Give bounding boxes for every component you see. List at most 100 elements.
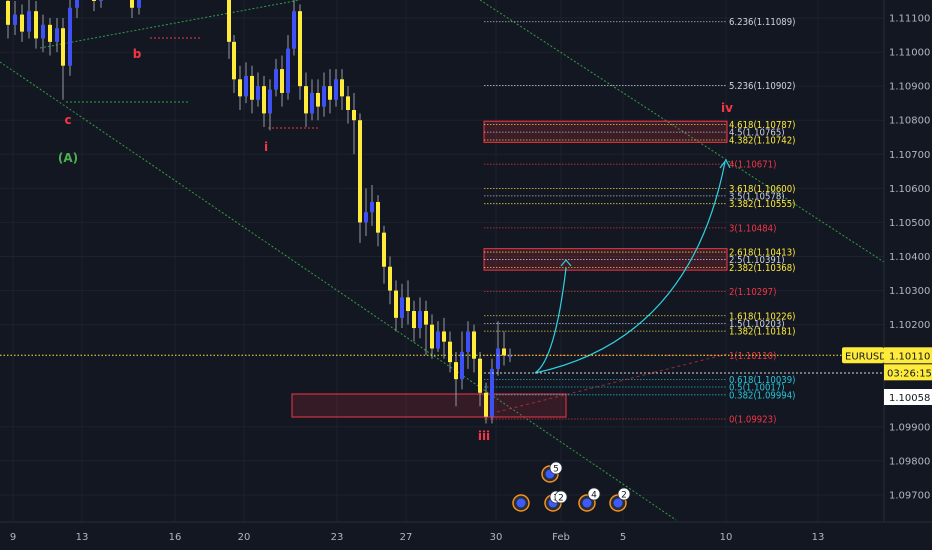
event-flag-inner xyxy=(613,498,623,508)
event-count-text: 4 xyxy=(591,491,597,501)
event-count-badge[interactable] xyxy=(587,487,601,501)
fib-label: 5.236(1.10902) xyxy=(729,81,795,92)
candle-bearish xyxy=(412,311,416,329)
time-tick-label: 10 xyxy=(720,532,733,543)
price-tick-label: 1.10500 xyxy=(889,218,930,229)
candle-bearish xyxy=(454,362,458,380)
candle-bearish xyxy=(448,341,452,363)
time-tick-label: 13 xyxy=(76,532,89,543)
trend-line-lower xyxy=(0,61,677,521)
candle-bullish xyxy=(322,86,326,107)
event-count-text: 2 xyxy=(621,491,627,501)
candle-bearish xyxy=(394,290,398,318)
price-tick-label: 1.11000 xyxy=(889,48,930,59)
fib-label: 3.618(1.10600) xyxy=(729,184,795,195)
candle-bullish xyxy=(370,201,374,213)
crosshair-price-text: 1.10058 xyxy=(889,393,930,404)
candle-bullish xyxy=(13,14,17,25)
candle-bearish xyxy=(250,75,254,100)
countdown-tag xyxy=(884,364,932,381)
candle-bearish xyxy=(262,86,266,114)
fib-label: 3.382(1.10555) xyxy=(729,199,795,210)
candle-bearish xyxy=(442,331,446,342)
candle-bearish xyxy=(382,232,386,267)
fib-label: 4.382(1.10742) xyxy=(729,135,795,146)
candle-bearish xyxy=(20,14,24,32)
fib-label: 0.382(1.09994) xyxy=(729,390,795,401)
candle-bullish xyxy=(400,297,404,318)
time-tick-label: 20 xyxy=(238,532,251,543)
candle-bullish xyxy=(490,368,494,417)
candle-bearish xyxy=(48,24,52,42)
candle-bearish xyxy=(298,11,302,87)
candle-bearish xyxy=(430,324,434,349)
candle-bearish xyxy=(346,96,350,110)
fib-label: 4(1.10671) xyxy=(729,160,776,171)
time-tick-label: 27 xyxy=(400,532,413,543)
demand-zone xyxy=(291,393,567,418)
price-tick-label: 1.10900 xyxy=(889,82,930,93)
time-tick-label: Feb xyxy=(552,532,570,543)
candle-bullish xyxy=(244,75,248,97)
fib-label: 2(1.10297) xyxy=(729,287,776,298)
time-axis-bg xyxy=(0,522,932,550)
event-count-badge[interactable] xyxy=(549,461,563,475)
event-count-badge[interactable] xyxy=(617,487,631,501)
event-markers[interactable]: 53242 xyxy=(512,461,631,512)
fib-label: 3.5(1.10578) xyxy=(729,191,785,202)
candle-bullish xyxy=(55,28,59,42)
candle-bearish xyxy=(502,348,506,356)
candle-bearish xyxy=(478,358,482,393)
trend-line-upper xyxy=(479,0,885,263)
trend-lines xyxy=(0,0,885,521)
event-flag-inner xyxy=(516,498,526,508)
candle-bullish xyxy=(508,355,512,357)
candle-bullish xyxy=(466,331,470,352)
countdown-text: 03:26:15 xyxy=(887,368,932,379)
candle-bullish xyxy=(334,79,338,100)
price-tick-label: 1.10400 xyxy=(889,252,930,263)
candle-bearish xyxy=(424,311,428,325)
candle-bullish xyxy=(27,11,31,32)
candle-bearish xyxy=(376,201,380,233)
time-tick-label: 9 xyxy=(10,532,16,543)
candle-bearish xyxy=(6,0,10,25)
fib-label: 1(1.10110) xyxy=(729,351,776,362)
candle-bullish xyxy=(310,92,314,114)
arrowhead-middle xyxy=(560,259,572,267)
price-axis-bg xyxy=(884,0,932,550)
price-tick-label: 1.09800 xyxy=(889,456,930,467)
candle-bearish xyxy=(232,41,236,80)
wave-label-A: (A) xyxy=(58,151,78,165)
time-tick-label: 16 xyxy=(169,532,182,543)
event-count-text: 2 xyxy=(558,494,564,504)
arrow-target-upper xyxy=(534,161,726,374)
price-tick-label: 1.10800 xyxy=(889,116,930,127)
time-tick-label: 30 xyxy=(490,532,503,543)
candle-bullish xyxy=(460,351,464,380)
candle-bearish xyxy=(388,266,392,291)
event-count-badge[interactable] xyxy=(554,490,568,504)
wave-label-c: c xyxy=(64,113,71,127)
price-tick-label: 1.11100 xyxy=(889,14,930,25)
fib-label: 1.618(1.10226) xyxy=(729,311,795,322)
time-tick-label: 5 xyxy=(620,532,626,543)
time-tick-label: 13 xyxy=(812,532,825,543)
symbol-tag[interactable] xyxy=(842,347,884,364)
candle-bearish xyxy=(472,331,476,359)
candle-bearish xyxy=(316,92,320,107)
candle-bearish xyxy=(406,297,410,312)
candle-bullish xyxy=(256,86,260,100)
candle-bearish xyxy=(280,69,284,93)
candle-bearish xyxy=(340,79,344,97)
candle-bearish xyxy=(328,86,332,100)
trend-line-wave-a xyxy=(39,0,301,49)
candle-bullish xyxy=(286,48,290,93)
candle-bearish xyxy=(352,109,356,121)
price-tick-label: 1.10700 xyxy=(889,150,930,161)
candle-bearish xyxy=(34,11,38,39)
last-price-text: 1.10110 xyxy=(889,351,930,362)
candle-bullish xyxy=(292,11,296,49)
